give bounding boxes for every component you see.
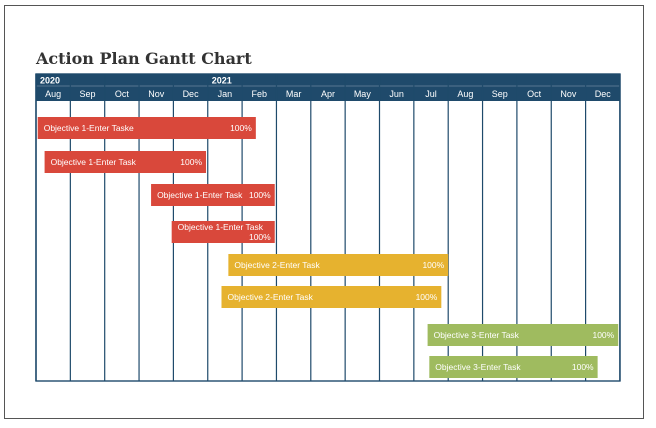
task-label: Objective 1-Enter Taske [44, 123, 134, 133]
task-bar [44, 151, 207, 173]
month-label: Jul [425, 89, 437, 99]
task-bar [221, 286, 442, 308]
month-label: Nov [560, 89, 577, 99]
task-progress: 100% [592, 330, 614, 340]
task-label: Objective 1-Enter Task [178, 222, 264, 232]
task-label: Objective 2-Enter Task [227, 292, 313, 302]
month-label: Aug [457, 89, 473, 99]
task-progress: 100% [572, 362, 594, 372]
month-label: Oct [527, 89, 542, 99]
month-label: Feb [252, 89, 268, 99]
task-progress: 100% [416, 292, 438, 302]
task-bar [429, 356, 598, 378]
month-label: Sep [80, 89, 96, 99]
month-label: Oct [115, 89, 130, 99]
month-label: Aug [45, 89, 61, 99]
task-label: Objective 2-Enter Task [234, 260, 320, 270]
month-label: Sep [492, 89, 508, 99]
month-label: Jan [218, 89, 233, 99]
chart-title: Action Plan Gantt Chart [36, 49, 252, 68]
year-label: 2021 [212, 76, 232, 86]
task-label: Objective 3-Enter Task [435, 362, 521, 372]
year-label: 2020 [40, 76, 60, 86]
task-bar [151, 184, 275, 206]
task-bar [171, 221, 275, 243]
task-bar [37, 117, 256, 139]
month-label: Nov [148, 89, 165, 99]
task-progress: 100% [249, 232, 271, 242]
task-progress: 100% [422, 260, 444, 270]
month-label: Apr [321, 89, 335, 99]
month-label: Dec [595, 89, 612, 99]
month-label: Dec [183, 89, 200, 99]
task-label: Objective 1-Enter Task [51, 157, 137, 167]
task-bar [228, 254, 449, 276]
task-progress: 100% [249, 190, 271, 200]
task-progress: 100% [180, 157, 202, 167]
month-label: May [354, 89, 372, 99]
task-label: Objective 1-Enter Task [157, 190, 243, 200]
chart-border [35, 73, 621, 382]
month-label: Mar [286, 89, 302, 99]
timeline-header [36, 74, 620, 101]
task-label: Objective 3-Enter Task [434, 330, 520, 340]
month-label: Jun [389, 89, 404, 99]
task-progress: 100% [230, 123, 252, 133]
task-bar [427, 324, 619, 346]
